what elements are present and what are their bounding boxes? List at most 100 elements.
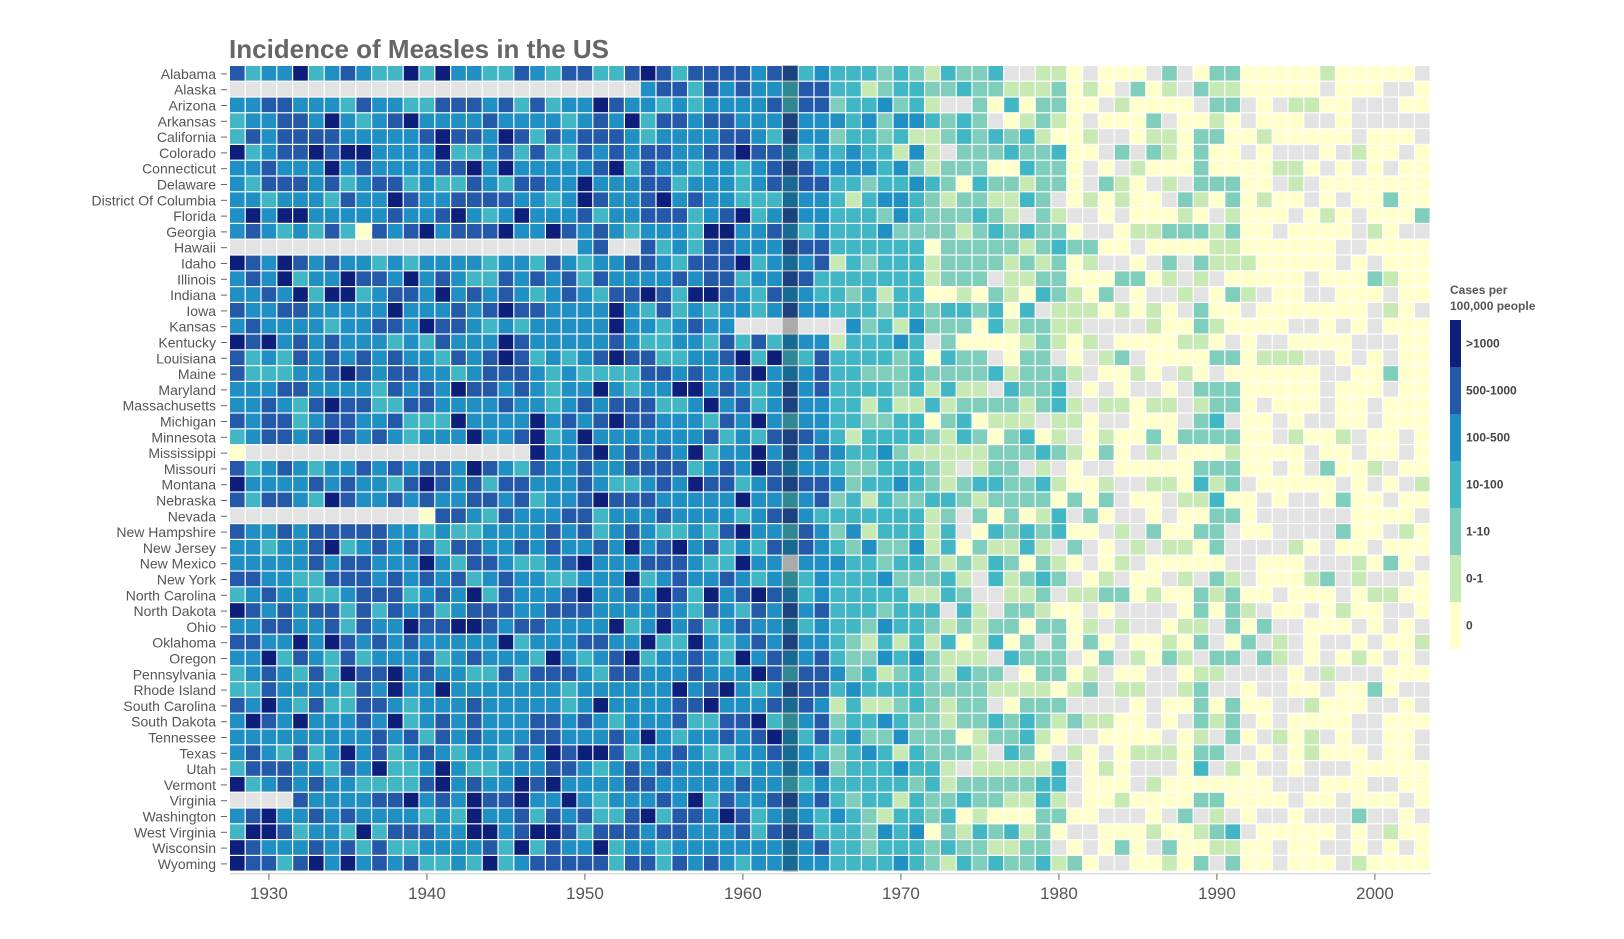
- heatmap-cell: [245, 350, 261, 365]
- heatmap-cell: [1399, 366, 1414, 381]
- heatmap-cell: [1004, 461, 1019, 476]
- heatmap-cell: [561, 397, 577, 413]
- heatmap-cell: [277, 334, 292, 350]
- heatmap-cell: [877, 713, 893, 729]
- heatmap-cell: [467, 113, 482, 128]
- heatmap-cell: [656, 160, 672, 176]
- heatmap-cell: [1320, 208, 1335, 223]
- heatmap-cell: [372, 160, 387, 176]
- heatmap-cell: [783, 318, 798, 334]
- heatmap-cell: [814, 303, 830, 318]
- heatmap-cell: [656, 824, 672, 839]
- heatmap-cell: [577, 840, 593, 855]
- heatmap-cell: [925, 476, 940, 492]
- heatmap-cell: [577, 792, 593, 808]
- heatmap-cell: [846, 856, 861, 871]
- heatmap-cell: [356, 239, 371, 255]
- heatmap-cell: [1035, 476, 1051, 492]
- state-label: Maine: [178, 366, 216, 382]
- heatmap-cell: [783, 303, 798, 318]
- heatmap-cell: [546, 698, 561, 713]
- heatmap-cell: [482, 840, 498, 855]
- heatmap-cell: [340, 634, 356, 650]
- heatmap-cell: [751, 350, 766, 365]
- heatmap-cell: [1225, 176, 1240, 192]
- heatmap-cell: [388, 97, 403, 113]
- heatmap-cell: [577, 160, 593, 176]
- heatmap-cell: [1178, 176, 1193, 192]
- heatmap-cell: [704, 287, 719, 302]
- heatmap-cell: [1399, 287, 1414, 302]
- heatmap-cell: [893, 698, 909, 713]
- heatmap-cell: [719, 239, 735, 255]
- heatmap-cell: [704, 555, 719, 571]
- heatmap-cell: [530, 587, 545, 602]
- heatmap-cell: [1351, 524, 1367, 539]
- heatmap-cell: [1004, 366, 1019, 381]
- heatmap-cell: [561, 698, 577, 713]
- heatmap-cell: [656, 745, 672, 760]
- heatmap-cell: [909, 650, 924, 666]
- heatmap-cell: [751, 745, 766, 760]
- heatmap-cell: [941, 413, 956, 429]
- heatmap-cell: [877, 650, 893, 666]
- heatmap-cell: [1162, 603, 1177, 618]
- heatmap-cell: [1035, 271, 1051, 286]
- heatmap-cell: [972, 397, 988, 413]
- heatmap-cell: [1209, 176, 1225, 192]
- heatmap-cell: [1178, 160, 1193, 176]
- heatmap-cell: [309, 129, 324, 144]
- heatmap-cell: [1130, 587, 1146, 602]
- heatmap-cell: [1099, 208, 1114, 223]
- heatmap-cell: [1336, 729, 1351, 745]
- heatmap-cell: [530, 287, 545, 302]
- heatmap-cell: [1399, 682, 1414, 697]
- heatmap-cell: [388, 350, 403, 365]
- heatmap-cell: [593, 287, 608, 302]
- heatmap-cell: [877, 476, 893, 492]
- heatmap-cell: [1051, 287, 1067, 302]
- heatmap-cell: [846, 350, 861, 365]
- heatmap-cell: [324, 698, 340, 713]
- heatmap-cell: [435, 145, 450, 160]
- heatmap-cell: [435, 571, 450, 587]
- heatmap-cell: [293, 713, 308, 729]
- heatmap-cell: [1114, 113, 1130, 128]
- heatmap-cell: [577, 777, 593, 792]
- heatmap-cell: [814, 366, 830, 381]
- heatmap-cell: [577, 476, 593, 492]
- heatmap-cell: [1130, 129, 1146, 144]
- heatmap-cell: [467, 129, 482, 144]
- heatmap-cell: [1367, 145, 1383, 160]
- heatmap-cell: [1162, 840, 1177, 855]
- heatmap-cell: [972, 224, 988, 239]
- heatmap-cell: [324, 729, 340, 745]
- heatmap-cell: [751, 508, 766, 523]
- heatmap-cell: [230, 287, 245, 302]
- heatmap-cell: [1399, 808, 1414, 824]
- heatmap-cell: [846, 287, 861, 302]
- heatmap-cell: [1336, 239, 1351, 255]
- heatmap-cell: [1209, 650, 1225, 666]
- heatmap-cell: [324, 666, 340, 681]
- heatmap-cell: [625, 492, 640, 508]
- heatmap-cell: [909, 413, 924, 429]
- heatmap-cell: [1367, 366, 1383, 381]
- heatmap-cell: [530, 413, 545, 429]
- heatmap-cell: [1399, 587, 1414, 602]
- heatmap-cell: [783, 192, 798, 207]
- heatmap-cell: [1162, 461, 1177, 476]
- heatmap-cell: [704, 303, 719, 318]
- heatmap-cell: [1193, 792, 1209, 808]
- heatmap-cell: [1336, 350, 1351, 365]
- heatmap-cell: [751, 224, 766, 239]
- heatmap-cell: [609, 429, 624, 444]
- heatmap-cell: [1367, 508, 1383, 523]
- heatmap-cell: [1399, 508, 1414, 523]
- heatmap-cell: [309, 745, 324, 760]
- heatmap-cell: [324, 366, 340, 381]
- heatmap-cell: [1336, 224, 1351, 239]
- x-tick-label: 2000: [1356, 884, 1394, 903]
- heatmap-cell: [941, 397, 956, 413]
